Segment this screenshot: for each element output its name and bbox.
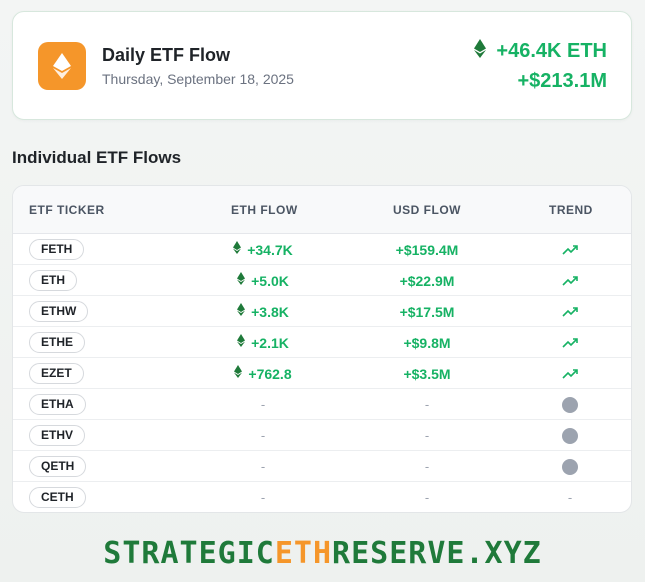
usd-flow-value: +$17.5M xyxy=(365,296,489,327)
trend-neutral-icon xyxy=(529,389,611,420)
eth-flow-value: - xyxy=(260,397,266,412)
ticker-badge: FETH xyxy=(29,239,85,260)
etf-flows-table: ETF TICKER ETH FLOW USD FLOW TREND FETH +… xyxy=(12,185,632,513)
eth-flow-value: - xyxy=(260,428,266,443)
ethereum-diamond-icon xyxy=(233,240,242,259)
table-body: FETH +34.7K +$159.4M ETH +5.0K +$22.9M ETHW +3.… xyxy=(13,234,631,512)
ticker-badge: CETH xyxy=(29,487,86,508)
usd-flow-text: - xyxy=(424,428,430,443)
table-row: ETH +5.0K +$22.9M xyxy=(13,265,631,296)
trend-up-icon xyxy=(529,296,611,327)
ticker-badge: ETHW xyxy=(29,301,89,322)
eth-flow-cell: - xyxy=(201,420,325,451)
daily-flow-card: Daily ETF Flow Thursday, September 18, 2… xyxy=(12,11,632,120)
eth-flow-value: - xyxy=(260,490,266,505)
eth-flow-cell: - xyxy=(201,389,325,420)
usd-flow-text: +$159.4M xyxy=(395,241,459,258)
trend-empty: - xyxy=(529,482,611,512)
ethereum-diamond-icon xyxy=(237,333,246,352)
eth-flow-value: - xyxy=(260,459,266,474)
ticker-badge: EZET xyxy=(29,363,84,384)
ticker-badge: ETH xyxy=(29,270,77,291)
gray-dot-icon xyxy=(562,427,578,444)
trend-neutral-icon xyxy=(529,451,611,482)
table-header: ETF TICKER ETH FLOW USD FLOW TREND xyxy=(13,186,631,234)
eth-flow-cell: - xyxy=(201,451,325,482)
table-row: ETHW +3.8K +$17.5M xyxy=(13,296,631,327)
column-header-usd-flow: USD FLOW xyxy=(393,202,461,217)
ticker-badge: ETHA xyxy=(29,394,86,415)
usd-flow-value: - xyxy=(365,420,489,451)
usd-flow-value: - xyxy=(365,482,489,512)
usd-flow-text: +$9.8M xyxy=(403,334,451,351)
ethereum-diamond-icon xyxy=(237,271,246,290)
usd-flow-value: - xyxy=(365,389,489,420)
table-row: CETH - - - xyxy=(13,482,631,512)
table-row: ETHE +2.1K +$9.8M xyxy=(13,327,631,358)
trend-up-icon xyxy=(529,265,611,296)
gray-dot-icon xyxy=(562,396,578,413)
table-row: ETHA - - xyxy=(13,389,631,420)
ticker-badge: QETH xyxy=(29,456,87,477)
trend-dash: - xyxy=(567,490,573,505)
ticker-badge: ETHV xyxy=(29,425,86,446)
total-usd-value: +$213.1M xyxy=(517,70,607,92)
eth-flow-value: +2.1K xyxy=(251,334,289,351)
usd-flow-value: - xyxy=(365,451,489,482)
trend-up-icon xyxy=(529,327,611,358)
column-header-ticker: ETF TICKER xyxy=(29,202,105,217)
ethereum-diamond-icon xyxy=(234,364,243,383)
usd-flow-text: +$22.9M xyxy=(399,272,455,289)
ethereum-icon xyxy=(38,42,86,90)
column-header-trend: TREND xyxy=(549,202,593,217)
eth-flow-value: +3.8K xyxy=(251,303,289,320)
ethereum-diamond-icon xyxy=(474,39,487,63)
card-date: Thursday, September 18, 2025 xyxy=(102,71,294,87)
usd-flow-text: +$3.5M xyxy=(403,365,451,382)
section-title: Individual ETF Flows xyxy=(12,148,182,167)
usd-flow-text: - xyxy=(424,397,430,412)
table-row: EZET +762.8 +$3.5M xyxy=(13,358,631,389)
total-eth-value: +46.4K ETH xyxy=(496,39,607,62)
usd-flow-text: - xyxy=(424,490,430,505)
trend-up-icon xyxy=(529,234,611,265)
ethereum-diamond-icon xyxy=(237,302,246,321)
eth-flow-cell: +34.7K xyxy=(201,234,325,265)
eth-flow-value: +762.8 xyxy=(248,365,292,382)
site-logo-text: STRATEGICETHRESERVE.XYZ xyxy=(103,536,542,571)
usd-flow-text: - xyxy=(424,459,430,474)
table-row: FETH +34.7K +$159.4M xyxy=(13,234,631,265)
usd-flow-value: +$3.5M xyxy=(365,358,489,389)
usd-flow-value: +$22.9M xyxy=(365,265,489,296)
eth-flow-value: +34.7K xyxy=(247,241,293,258)
usd-flow-value: +$9.8M xyxy=(365,327,489,358)
table-row: QETH - - xyxy=(13,451,631,482)
usd-flow-text: +$17.5M xyxy=(399,303,455,320)
eth-flow-value: +5.0K xyxy=(251,272,289,289)
ticker-badge: ETHE xyxy=(29,332,86,353)
eth-flow-cell: +3.8K xyxy=(201,296,325,327)
eth-flow-cell: +2.1K xyxy=(201,327,325,358)
column-header-eth-flow: ETH FLOW xyxy=(231,202,298,217)
table-row: ETHV - - xyxy=(13,420,631,451)
card-title: Daily ETF Flow xyxy=(102,45,231,65)
usd-flow-value: +$159.4M xyxy=(365,234,489,265)
total-eth-flow: +46.4K ETH xyxy=(474,39,607,63)
trend-up-icon xyxy=(529,358,611,389)
trend-neutral-icon xyxy=(529,420,611,451)
eth-flow-cell: +5.0K xyxy=(201,265,325,296)
gray-dot-icon xyxy=(562,458,578,475)
eth-flow-cell: - xyxy=(201,482,325,512)
eth-flow-cell: +762.8 xyxy=(201,358,325,389)
